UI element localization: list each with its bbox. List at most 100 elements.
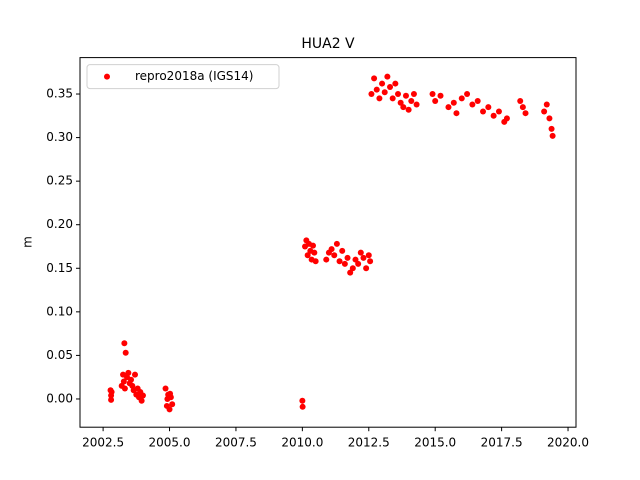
point — [331, 252, 338, 259]
point — [360, 254, 367, 261]
point — [503, 115, 510, 122]
point — [121, 340, 128, 347]
point — [311, 249, 318, 256]
y-tick-label: 0.15 — [46, 261, 73, 275]
point — [546, 115, 553, 122]
point — [408, 97, 415, 104]
point — [128, 376, 135, 383]
point — [125, 369, 132, 376]
point — [480, 108, 487, 115]
point — [304, 252, 311, 259]
point — [333, 240, 340, 247]
point — [371, 75, 378, 82]
point — [352, 256, 359, 263]
point — [367, 258, 374, 265]
point — [363, 265, 370, 272]
point — [336, 258, 343, 265]
point — [368, 91, 375, 98]
point — [131, 371, 138, 378]
point — [339, 247, 346, 254]
point — [122, 349, 129, 356]
point — [373, 86, 380, 93]
point — [400, 104, 407, 111]
point — [548, 125, 555, 132]
point — [450, 99, 457, 106]
point — [108, 396, 115, 403]
y-tick-label: 0.10 — [46, 304, 73, 318]
chart-title: HUA2 V — [301, 36, 355, 52]
point — [328, 246, 335, 253]
point — [365, 252, 372, 259]
point — [309, 242, 316, 249]
point — [485, 104, 492, 111]
legend-box — [86, 64, 280, 90]
point — [445, 104, 452, 111]
point — [166, 406, 173, 413]
point — [389, 95, 396, 102]
point — [349, 265, 356, 272]
x-tick-label: 2012.5 — [348, 436, 390, 450]
point — [397, 99, 404, 106]
point — [432, 97, 439, 104]
point — [495, 108, 502, 115]
point — [453, 110, 460, 117]
point — [357, 249, 364, 256]
point — [490, 112, 497, 119]
y-tick-label: 0.05 — [46, 348, 73, 362]
point — [381, 89, 388, 96]
point — [355, 260, 362, 267]
point — [312, 258, 319, 265]
point — [464, 91, 471, 98]
x-tick-label: 2010.0 — [281, 436, 323, 450]
x-tick-label: 2007.5 — [215, 436, 257, 450]
point — [543, 101, 550, 108]
point — [139, 392, 146, 399]
point — [120, 378, 127, 385]
point — [387, 84, 394, 91]
point — [469, 101, 476, 108]
point — [347, 269, 354, 276]
point — [541, 108, 548, 115]
point — [121, 385, 128, 392]
point — [405, 106, 412, 113]
point — [384, 73, 391, 80]
point — [299, 397, 306, 404]
x-tick-label: 2005.0 — [149, 436, 191, 450]
point — [402, 92, 409, 99]
point — [341, 260, 348, 267]
point — [323, 256, 330, 263]
point — [549, 132, 556, 139]
y-tick-label: 0.25 — [46, 174, 73, 188]
point — [108, 389, 115, 395]
point — [522, 110, 529, 117]
point — [138, 397, 145, 404]
point — [299, 403, 306, 410]
point — [379, 80, 386, 87]
x-tick-label: 2017.5 — [481, 436, 523, 450]
point — [519, 104, 526, 111]
point — [429, 91, 436, 98]
point — [410, 91, 417, 98]
point — [164, 395, 171, 402]
y-tick-label: 0.35 — [46, 87, 73, 101]
point — [376, 95, 383, 102]
legend-marker — [104, 73, 110, 80]
point — [162, 385, 169, 392]
x-tick-label: 2002.5 — [82, 436, 124, 450]
y-tick-label: 0.00 — [46, 391, 73, 405]
point — [395, 91, 402, 98]
point — [413, 101, 420, 108]
x-tick-label: 2020.0 — [547, 436, 589, 450]
point — [437, 92, 444, 99]
point — [344, 254, 351, 261]
point — [458, 95, 465, 102]
point — [392, 80, 399, 87]
legend-label: repro2018a (IGS14) — [135, 69, 253, 83]
y-tick-label: 0.30 — [46, 130, 73, 144]
point — [169, 401, 176, 408]
y-tick-label: 0.20 — [46, 217, 73, 231]
plot-frame — [79, 57, 577, 428]
point — [167, 390, 174, 397]
